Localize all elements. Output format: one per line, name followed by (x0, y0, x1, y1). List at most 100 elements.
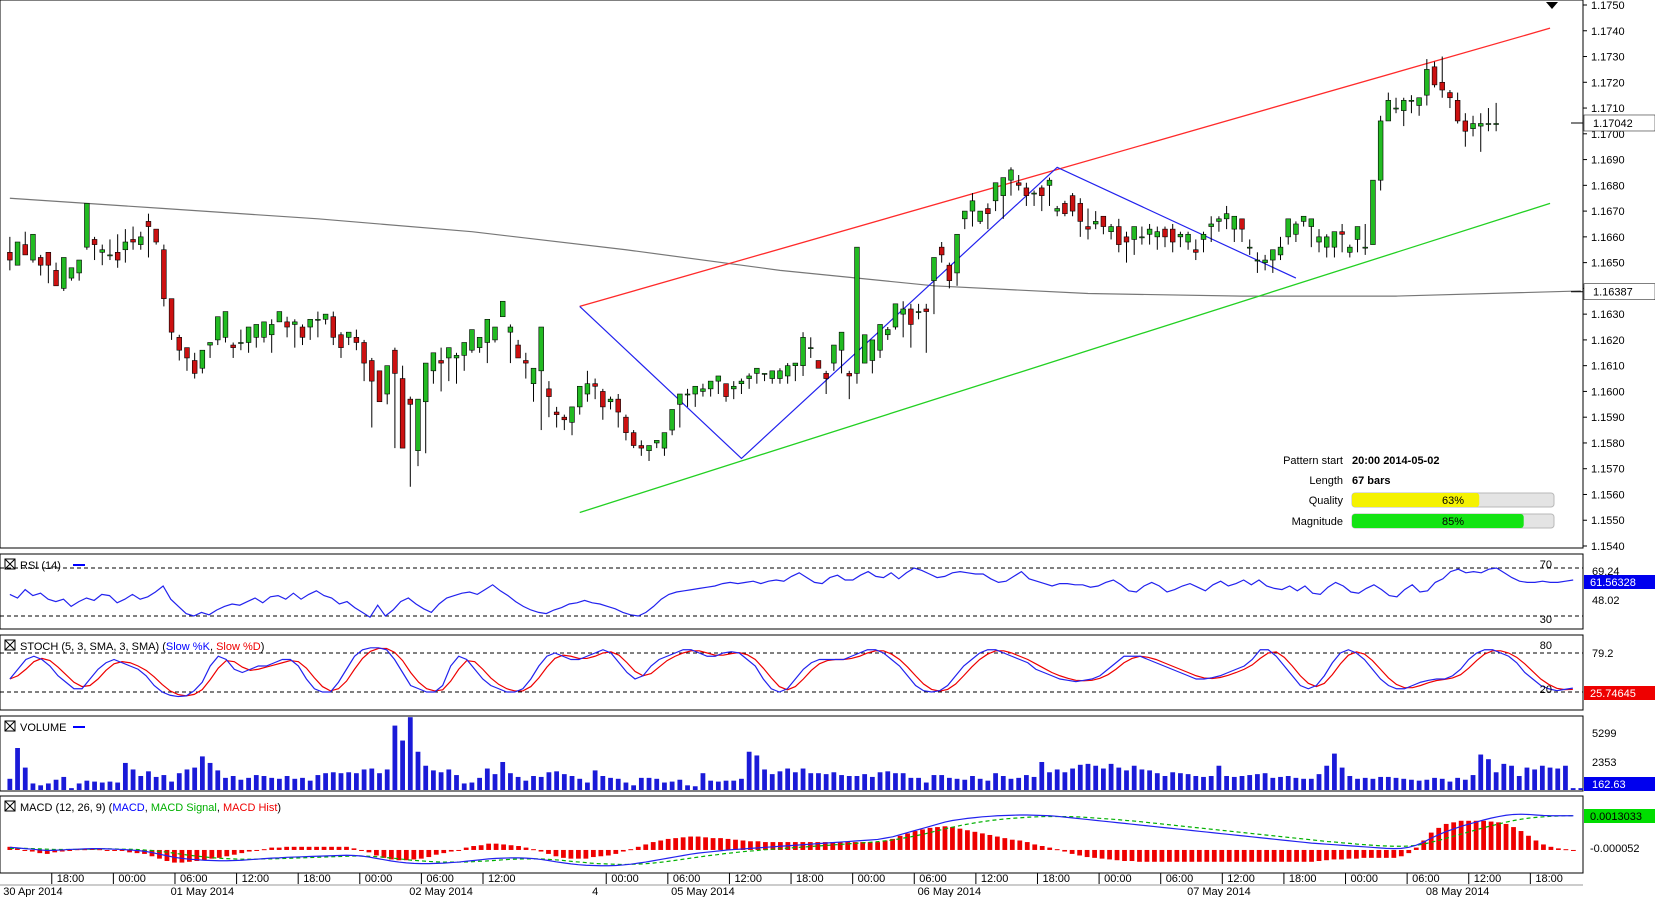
ma-badge-bg (1583, 283, 1655, 300)
macd-hist-bar (209, 849, 215, 859)
candle-body (322, 313, 329, 320)
candle-body (1424, 69, 1430, 96)
volume-bar (1370, 778, 1376, 790)
rsi-last-value: 61.56328 (1590, 577, 1636, 589)
candle (1331, 231, 1338, 258)
candle (515, 339, 521, 359)
time-label: 12:00 (1227, 873, 1255, 885)
macd-hist-bar (1062, 849, 1068, 852)
macd-hist-bar (1406, 849, 1412, 854)
macd-hist-bar (1488, 821, 1494, 850)
candle (1100, 215, 1107, 235)
candle-body (1247, 246, 1253, 249)
time-label: 06:00 (673, 873, 701, 885)
candle (384, 365, 390, 405)
macd-hist-bar (456, 849, 462, 851)
volume-bar (585, 782, 590, 790)
candle-body (415, 398, 421, 451)
stoch-level-20: 20 (1540, 684, 1552, 696)
macd-hist-bar (1249, 849, 1255, 862)
candle (1470, 115, 1476, 137)
macd-hist-bar (486, 843, 492, 850)
volume-panel: VOLUME 5299 2353 162.63 (0, 715, 1655, 792)
volume-bar (916, 777, 921, 790)
candle (1431, 61, 1438, 88)
macd-hist-bar (1152, 849, 1157, 862)
candle (1077, 198, 1083, 237)
candle-body (669, 409, 675, 431)
time-label: 18:00 (303, 873, 331, 885)
candle-body (430, 352, 437, 372)
volume-bar (1563, 765, 1568, 790)
volume-bar (1262, 773, 1268, 790)
candle-body (1062, 203, 1068, 214)
volume-bar (538, 776, 544, 790)
macd-hist-bar (538, 849, 544, 852)
candle-body (1046, 179, 1053, 186)
candle-body (707, 380, 714, 390)
volume-bar (307, 780, 313, 790)
macd-hist-bar (1548, 846, 1554, 850)
candle (161, 244, 167, 307)
candle (661, 432, 668, 456)
candle-body (407, 398, 413, 405)
volume-close-icon[interactable] (4, 720, 16, 732)
candle (707, 380, 714, 397)
price-tick-label: 1.1600 (1591, 386, 1625, 398)
candle (469, 329, 475, 353)
volume-bar (923, 782, 929, 790)
rsi-title: RSI (14) (20, 560, 61, 572)
pattern-zigzag-line (579, 166, 1297, 460)
macd-hist-bar (695, 836, 701, 850)
volume-last-value: 162.63 (1592, 779, 1626, 791)
candle (438, 347, 444, 392)
candle-body (199, 349, 206, 369)
volume-bar (84, 780, 90, 790)
candle (1177, 231, 1184, 248)
candle-body (854, 246, 860, 374)
candle-body (1131, 226, 1137, 240)
candle (53, 262, 59, 287)
macd-hist-bar (845, 842, 851, 850)
corner-arrow-icon[interactable] (1546, 2, 1558, 9)
macd-hist-bar (1503, 823, 1509, 850)
candle-body (754, 367, 760, 374)
macd-hist-bar (1129, 849, 1135, 862)
macd-hist-bar (104, 849, 110, 851)
macd-hist-bar (433, 849, 439, 855)
candle (792, 362, 799, 382)
candle (684, 388, 691, 407)
volume-bar (1039, 762, 1045, 790)
macd-close-icon[interactable] (4, 800, 16, 812)
candle-body (1023, 187, 1030, 196)
time-label: 12:00 (981, 873, 1009, 885)
candle-body (1193, 249, 1199, 253)
time-label: 00:00 (1351, 873, 1379, 885)
volume-bar (500, 762, 506, 790)
rsi-level-70: 70 (1540, 559, 1552, 571)
volume-bar (292, 778, 298, 790)
volume-bar (1162, 776, 1168, 790)
candle (392, 347, 398, 449)
candle (1300, 215, 1307, 227)
last-price-badge-bg (1583, 114, 1655, 132)
candle (492, 326, 498, 343)
macd-hist-bar (1533, 840, 1539, 850)
candle (823, 370, 829, 395)
candle-body (376, 370, 383, 403)
volume-bar (1108, 763, 1114, 790)
rsi-close-icon[interactable] (4, 558, 16, 570)
price-tick-label: 1.1690 (1591, 155, 1625, 167)
volume-bar (877, 772, 883, 790)
candle (1208, 216, 1214, 243)
candle-body (607, 398, 614, 403)
candle (577, 385, 583, 415)
quality-value: 63% (1442, 495, 1464, 507)
candle-body (245, 326, 252, 343)
stoch-close-icon[interactable] (4, 639, 16, 651)
macd-hist-bar (1017, 840, 1023, 850)
candle-body (954, 233, 960, 274)
macd-hist-bar (1339, 849, 1344, 860)
candle-body (1285, 218, 1291, 238)
candle (885, 327, 891, 340)
